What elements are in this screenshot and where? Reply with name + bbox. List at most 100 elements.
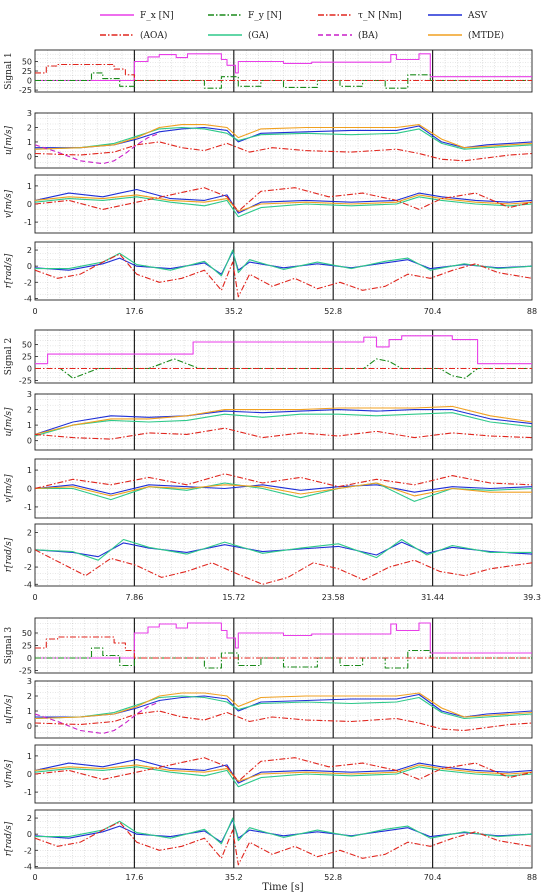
- series-line: [35, 249, 532, 277]
- y-tick-label: 0: [27, 546, 32, 555]
- y-tick-label: 0: [27, 654, 32, 663]
- y-tick-label: 0: [27, 200, 32, 209]
- x-tick-label: 70.4: [424, 307, 442, 316]
- series-layer: [35, 473, 532, 502]
- chart-panel: -4 -2 0 2 r[rad/s]: [4, 241, 533, 303]
- y-tick-label: -2: [24, 563, 32, 572]
- chart-panel: -4 -2 0 2 r[rad/s]: [4, 809, 533, 871]
- y-tick-label: 50: [22, 340, 32, 349]
- series-layer: [35, 817, 532, 866]
- y-axis-label: v[m/s]: [4, 759, 14, 788]
- y-tick-label: 25: [22, 642, 32, 651]
- y-tick-label: 25: [22, 67, 32, 76]
- y-axis-label: Signal 1: [4, 52, 14, 89]
- y-axis-label: r[rad/s]: [4, 821, 14, 856]
- y-tick-label: 2: [27, 123, 32, 132]
- series-line: [35, 710, 532, 732]
- series-layer: [35, 405, 532, 440]
- y-tick-label: 0: [27, 830, 32, 839]
- series-layer: [35, 622, 532, 669]
- x-tick-label: 70.4: [424, 873, 442, 882]
- y-tick-label: -25: [19, 86, 32, 95]
- series-line: [35, 701, 160, 735]
- x-tick-label: 35.2: [225, 873, 243, 882]
- y-tick-label: -4: [24, 580, 32, 589]
- series-line: [35, 549, 532, 585]
- series-layer: [35, 335, 532, 379]
- x-tick-label: 88: [527, 307, 537, 316]
- y-axis-label: r[rad/s]: [4, 253, 14, 288]
- series-line: [35, 253, 532, 298]
- x-axis-title: Time [s]: [262, 882, 303, 893]
- series-layer: [35, 757, 532, 788]
- legend-label: (GA): [248, 30, 269, 41]
- y-axis-label: v[m/s]: [4, 474, 14, 503]
- series-layer: [35, 538, 532, 585]
- series-line: [35, 409, 532, 435]
- x-tick-label: 17.6: [125, 873, 143, 882]
- y-tick-label: 2: [27, 529, 32, 538]
- series-line: [35, 758, 532, 784]
- panel-frame: [34, 809, 533, 869]
- chart-panel: -4 -2 0 2 r[rad/s]: [4, 523, 533, 589]
- y-tick-label: 50: [22, 629, 32, 638]
- y-tick-label: 0: [27, 152, 32, 161]
- series-line: [35, 695, 532, 720]
- series-line: [35, 764, 532, 782]
- y-axis-label: u[m/s]: [4, 126, 14, 155]
- panel-frame: [34, 112, 533, 169]
- y-tick-label: 2: [27, 246, 32, 255]
- legend-item: (MTDE): [428, 30, 504, 41]
- chart-panel: -1 0 1 v[m/s]: [4, 174, 533, 234]
- chart-panel: -25 0 25 50 Signal 3: [4, 617, 533, 676]
- y-tick-label: -4: [24, 294, 32, 303]
- legend-item: (GA): [208, 30, 269, 41]
- y-tick-label: 0: [27, 437, 32, 446]
- panel-frame: [34, 241, 533, 301]
- legend-item: (BA): [318, 30, 378, 41]
- y-tick-label: 1: [27, 138, 32, 147]
- legend-item: F_y [N]: [208, 11, 282, 21]
- legend-label: (MTDE): [468, 30, 504, 41]
- y-tick-label: 0: [27, 365, 32, 374]
- series-line: [35, 622, 532, 659]
- x-tick-label: 17.6: [125, 307, 143, 316]
- x-tick-label: 88: [527, 873, 537, 882]
- legend-label: F_x [N]: [140, 11, 174, 21]
- y-tick-label: 0: [27, 485, 32, 494]
- y-tick-label: -1: [24, 218, 32, 227]
- series-line: [35, 636, 532, 659]
- y-tick-label: 1: [27, 707, 32, 716]
- series-line: [35, 53, 532, 82]
- chart-panel: 0 1 2 3 u[m/s]: [4, 677, 533, 739]
- series-line: [35, 405, 532, 435]
- series-line: [35, 188, 532, 214]
- y-tick-label: 0: [27, 262, 32, 271]
- y-tick-label: -2: [24, 278, 32, 287]
- y-tick-label: 0: [27, 77, 32, 86]
- series-line: [35, 132, 160, 165]
- y-axis-label: Signal 2: [4, 338, 14, 375]
- series-line: [35, 124, 532, 150]
- series-line: [35, 473, 532, 490]
- series-line: [35, 757, 532, 782]
- legend-label: ASV: [467, 11, 488, 21]
- series-line: [35, 482, 532, 497]
- legend-label: F_y [N]: [248, 11, 282, 21]
- y-tick-label: 3: [27, 109, 32, 118]
- series-line: [35, 538, 532, 561]
- y-tick-label: 50: [22, 57, 32, 66]
- y-tick-label: 25: [22, 353, 32, 362]
- y-axis-label: u[m/s]: [4, 695, 14, 724]
- series-line: [35, 72, 532, 89]
- y-axis-label: u[m/s]: [4, 407, 14, 436]
- legend: F_x [N] F_y [N] τ_N [Nm] ASV (AOA) (GA) (BA) (M…: [100, 11, 504, 41]
- y-tick-label: -25: [19, 377, 32, 386]
- series-line: [35, 126, 532, 150]
- legend-label: (BA): [358, 30, 378, 41]
- y-tick-label: 2: [27, 692, 32, 701]
- series-line: [35, 817, 532, 845]
- y-tick-label: -2: [24, 846, 32, 855]
- series-line: [35, 766, 532, 788]
